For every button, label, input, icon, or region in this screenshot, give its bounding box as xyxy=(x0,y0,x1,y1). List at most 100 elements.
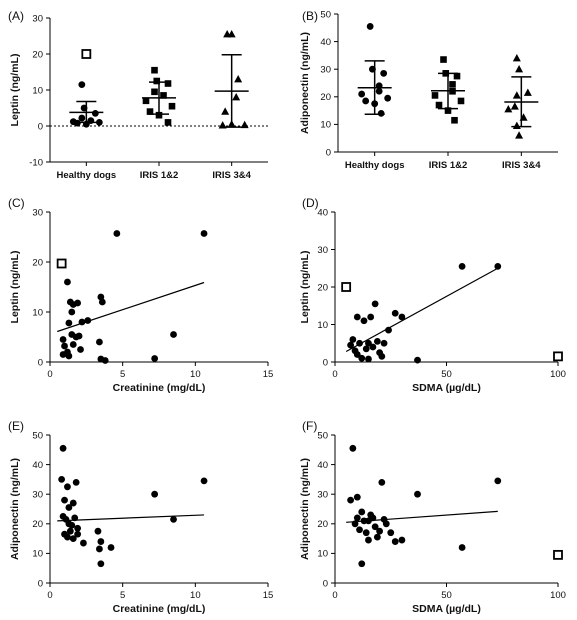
data-point xyxy=(78,81,86,88)
data-point xyxy=(151,355,159,362)
data-point xyxy=(91,110,99,117)
category-label: IRIS 1&2 xyxy=(429,160,468,171)
y-tick-label: 40 xyxy=(317,460,328,471)
regression-line xyxy=(57,281,205,333)
y-tick-label: 0 xyxy=(326,147,331,158)
data-point xyxy=(457,97,465,105)
data-point xyxy=(353,514,361,522)
x-tick-label: 10 xyxy=(190,369,201,380)
y-tick-label: 10 xyxy=(317,549,328,560)
data-point xyxy=(373,337,381,345)
data-point xyxy=(65,352,73,360)
y-tick-label: 30 xyxy=(320,65,331,76)
y-tick-label: 0 xyxy=(38,121,43,132)
panel-letter: (B) xyxy=(302,9,318,23)
x-axis-title: Creatinine (mg/dL) xyxy=(113,382,206,394)
y-tick-label: 10 xyxy=(32,85,43,96)
data-point xyxy=(385,326,392,334)
data-point xyxy=(431,92,439,99)
data-point xyxy=(74,299,82,307)
y-tick-label: 0 xyxy=(323,357,328,368)
outlier-point xyxy=(341,282,352,292)
panel-letter: (A) xyxy=(8,9,24,23)
data-point xyxy=(504,105,513,113)
x-tick-label: 50 xyxy=(441,590,452,601)
data-point xyxy=(362,345,370,353)
data-point xyxy=(59,444,67,452)
x-tick-label: 5 xyxy=(120,369,125,380)
x-tick-label: 100 xyxy=(550,590,566,601)
data-point xyxy=(151,88,158,96)
data-point xyxy=(373,533,381,541)
data-point xyxy=(398,536,406,544)
data-point xyxy=(510,102,519,110)
data-point xyxy=(64,483,71,491)
data-point xyxy=(458,544,466,551)
data-point xyxy=(94,527,102,535)
data-point xyxy=(515,131,524,139)
category-label: Healthy dogs xyxy=(345,160,405,171)
data-point xyxy=(240,120,249,129)
data-point xyxy=(234,75,243,83)
data-point xyxy=(512,53,521,62)
outlier-point xyxy=(56,258,67,269)
data-point xyxy=(515,65,524,73)
data-point xyxy=(347,341,355,349)
data-point xyxy=(523,88,532,96)
data-point xyxy=(378,478,386,486)
data-point xyxy=(376,527,383,535)
data-point xyxy=(170,331,177,338)
y-tick-label: 10 xyxy=(32,549,43,560)
data-point xyxy=(369,514,377,522)
data-point xyxy=(366,23,374,30)
data-point xyxy=(170,515,177,523)
data-point xyxy=(365,339,372,347)
data-point xyxy=(365,536,372,544)
data-point xyxy=(96,545,103,553)
data-point xyxy=(142,97,150,105)
panel-letter: (C) xyxy=(8,196,25,210)
data-point xyxy=(358,508,366,516)
data-point xyxy=(97,560,105,568)
data-point xyxy=(371,300,379,308)
data-point xyxy=(113,230,121,237)
data-point xyxy=(107,544,115,551)
data-point xyxy=(68,521,76,529)
data-point xyxy=(362,97,370,105)
data-point xyxy=(78,114,86,122)
category-label: IRIS 1&2 xyxy=(140,170,179,181)
data-point xyxy=(80,539,87,547)
x-axis-title: Creatinine (mg/dL) xyxy=(113,603,206,615)
y-axis-title: Adiponectin (ng/mL) xyxy=(299,458,311,560)
data-point xyxy=(221,107,230,115)
y-axis-title: Leptin (ng/mL) xyxy=(299,251,311,324)
data-point xyxy=(358,90,366,98)
x-tick-label: 0 xyxy=(47,369,52,380)
data-point xyxy=(153,77,161,85)
data-point xyxy=(61,496,68,504)
x-axis-title: SDMA (µg/dL) xyxy=(412,382,481,394)
y-tick-label: 30 xyxy=(32,13,43,24)
data-point xyxy=(387,529,395,537)
data-point xyxy=(358,560,366,568)
y-tick-label: 0 xyxy=(323,578,328,589)
data-point xyxy=(360,317,368,325)
y-tick-label: 20 xyxy=(317,282,328,293)
x-tick-label: 0 xyxy=(47,590,52,601)
y-axis-title: Leptin (ng/mL) xyxy=(9,54,21,127)
data-point xyxy=(77,346,84,353)
outlier-point xyxy=(553,351,563,362)
data-point xyxy=(96,338,103,346)
y-axis-title: Adiponectin (ng/mL) xyxy=(299,32,311,134)
data-point xyxy=(494,477,502,485)
data-point xyxy=(398,313,406,321)
y-tick-label: 30 xyxy=(32,490,43,501)
data-point xyxy=(69,535,77,542)
y-tick-label: 40 xyxy=(32,460,43,471)
data-point xyxy=(65,319,73,327)
category-label: IRIS 3&4 xyxy=(212,170,251,181)
y-tick-label: 10 xyxy=(317,320,328,331)
panel-letter: (F) xyxy=(302,419,317,433)
x-tick-label: 0 xyxy=(332,590,337,601)
data-point xyxy=(377,109,385,117)
